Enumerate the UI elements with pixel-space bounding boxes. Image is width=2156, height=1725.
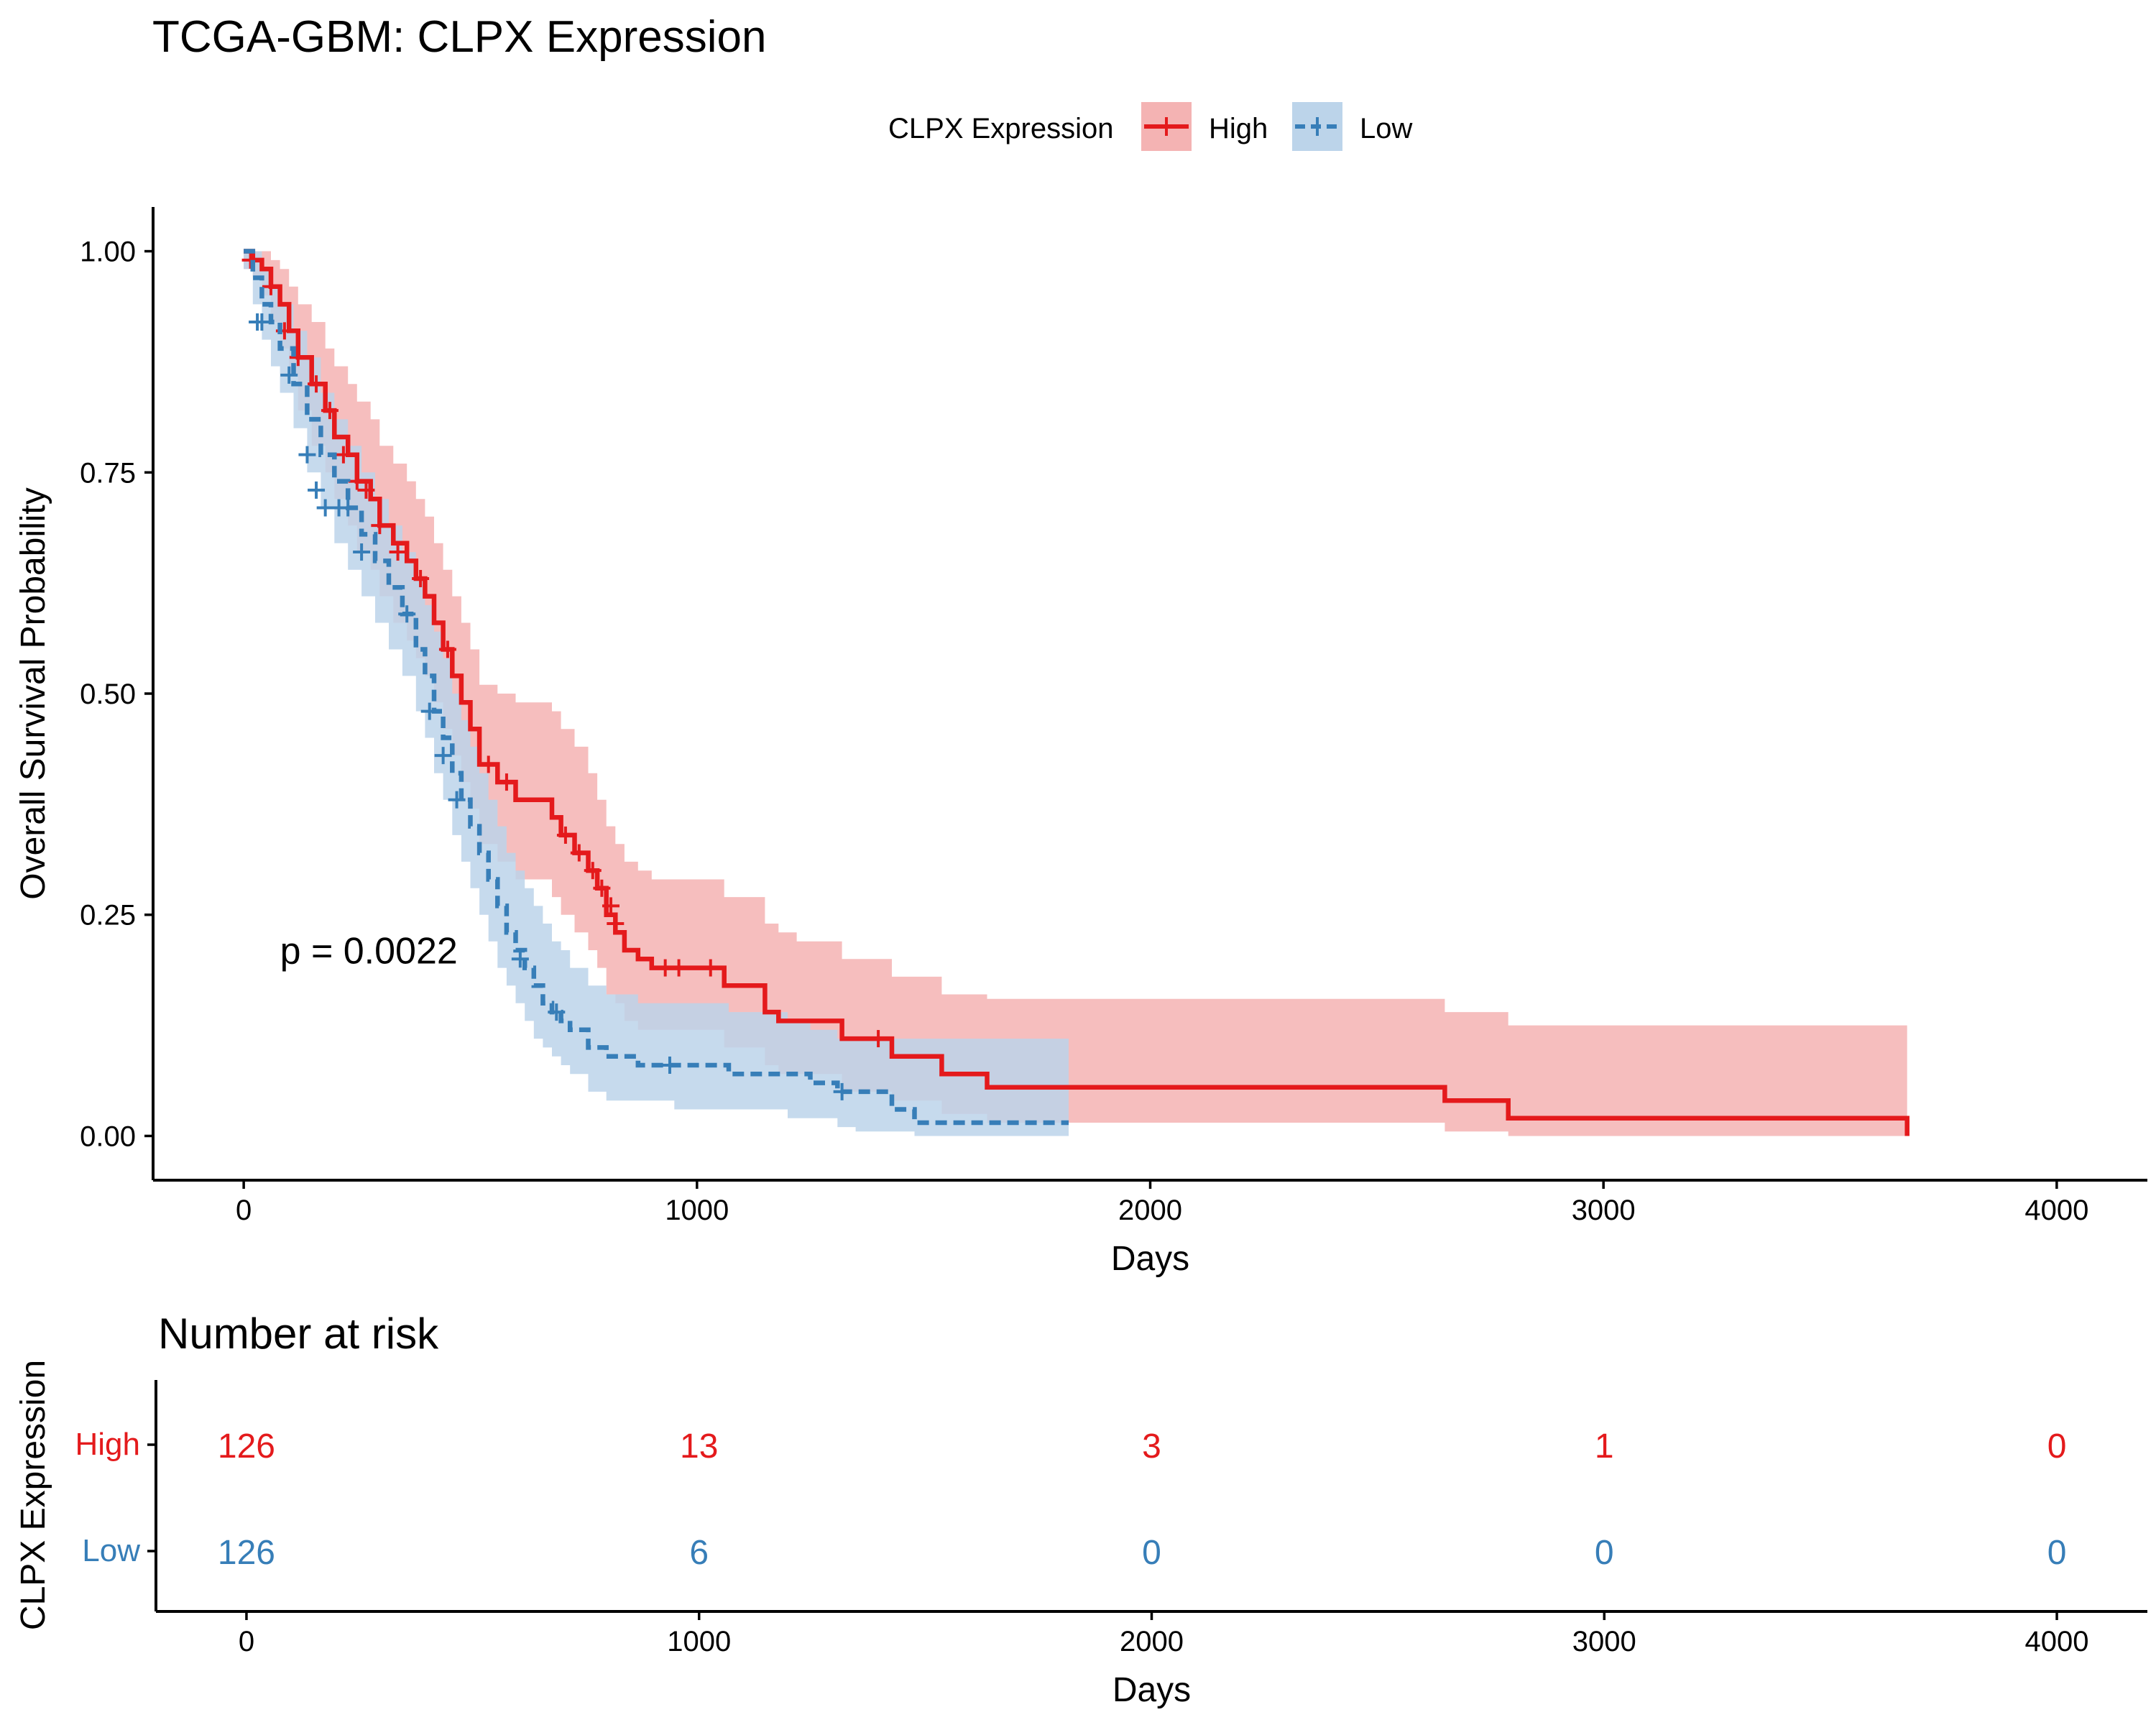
censor-mark-high xyxy=(607,915,625,933)
censor-mark-low xyxy=(253,313,271,331)
legend-title: CLPX Expression xyxy=(888,113,1113,144)
censor-mark-high xyxy=(348,472,366,490)
risk-y-axis-label: CLPX Expression xyxy=(14,1360,52,1630)
x-tick-label: 1000 xyxy=(665,1195,729,1226)
censor-mark-high xyxy=(289,349,307,367)
censor-mark-low xyxy=(298,446,316,464)
risk-row-label-low: Low xyxy=(82,1533,140,1568)
censor-mark-low xyxy=(548,1003,566,1021)
survival-curve-low xyxy=(244,249,1069,1126)
censor-mark-low xyxy=(833,1082,851,1100)
legend: CLPX Expression High Low xyxy=(888,102,1412,151)
censor-mark-high xyxy=(670,959,688,977)
censor-mark-low xyxy=(420,702,438,720)
survival-plot: 0.00 0.25 0.50 0.75 1.00 0 1000 2000 3000 4000 Day… xyxy=(14,207,2147,1278)
x-tick-label: 3000 xyxy=(1572,1195,1636,1226)
censor-mark-low xyxy=(660,1056,678,1074)
risk-count-high: 13 xyxy=(680,1427,718,1466)
y-tick-label: 0.50 xyxy=(80,678,136,710)
censor-mark-high xyxy=(438,640,456,658)
risk-row-label-high: High xyxy=(75,1427,141,1462)
risk-count-low: 126 xyxy=(218,1534,275,1572)
risk-count-high: 1 xyxy=(1595,1427,1614,1466)
risk-table-title: Number at risk xyxy=(158,1310,439,1358)
censor-mark-high xyxy=(602,897,619,915)
censor-mark-high xyxy=(321,402,338,420)
legend-item-high: High xyxy=(1141,102,1268,151)
censor-mark-high xyxy=(593,879,611,897)
censor-mark-low xyxy=(398,605,416,623)
y-tick-label: 0.00 xyxy=(80,1121,136,1152)
censor-mark-high xyxy=(570,844,588,862)
censor-mark-low xyxy=(434,747,452,765)
y-tick-label: 0.75 xyxy=(80,457,136,489)
p-value-annotation: p = 0.0022 xyxy=(280,930,458,972)
survival-curve-high xyxy=(244,249,1909,1136)
censor-mark-high xyxy=(357,481,375,499)
risk-count-low: 0 xyxy=(1142,1534,1161,1572)
censor-mark-high xyxy=(556,826,574,844)
y-tick-label: 1.00 xyxy=(80,236,136,268)
censor-mark-high xyxy=(412,569,430,587)
censor-mark-low xyxy=(448,791,466,809)
risk-x-tick-label: 1000 xyxy=(667,1626,731,1657)
risk-count-low: 0 xyxy=(2047,1534,2067,1572)
censor-mark-high xyxy=(308,375,326,393)
censor-mark-low xyxy=(353,543,371,561)
risk-count-high: 126 xyxy=(218,1427,275,1466)
censor-mark-high xyxy=(479,755,497,773)
x-tick-label: 2000 xyxy=(1118,1195,1182,1226)
chart-title: TCGA-GBM: CLPX Expression xyxy=(152,12,766,62)
risk-count-high: 0 xyxy=(2047,1427,2067,1466)
legend-item-label: Low xyxy=(1360,113,1412,144)
ci-band-high xyxy=(244,251,1907,1136)
risk-x-tick-label: 2000 xyxy=(1120,1626,1184,1657)
censor-mark-low xyxy=(339,499,357,517)
risk-count-high: 3 xyxy=(1142,1427,1161,1466)
risk-count-low: 0 xyxy=(1595,1534,1614,1572)
censor-mark-high xyxy=(701,959,719,977)
legend-item-low: Low xyxy=(1292,102,1412,151)
risk-x-tick-label: 4000 xyxy=(2025,1626,2089,1657)
risk-x-tick-label: 3000 xyxy=(1572,1626,1636,1657)
censor-mark-low xyxy=(280,366,298,384)
censor-mark-high xyxy=(334,446,352,464)
censor-mark-high xyxy=(262,277,280,295)
x-tick-label: 0 xyxy=(236,1195,252,1226)
censor-mark-high xyxy=(389,543,407,561)
censor-mark-high xyxy=(497,773,515,791)
censor-mark-high xyxy=(584,862,602,880)
censor-mark-high xyxy=(870,1030,888,1048)
ci-band-low xyxy=(244,251,1069,1136)
risk-table: Number at risk High 126 13 3 1 0 Low 126 6 0 0 0 0 100… xyxy=(14,1310,2147,1709)
censor-mark-low xyxy=(511,950,529,968)
legend-item-label: High xyxy=(1209,113,1268,144)
x-axis-label: Days xyxy=(1111,1240,1189,1278)
risk-x-axis-label: Days xyxy=(1112,1671,1191,1709)
risk-x-tick-label: 0 xyxy=(239,1626,254,1657)
y-tick-label: 0.25 xyxy=(80,900,136,932)
x-tick-label: 4000 xyxy=(2024,1195,2088,1226)
censor-mark-low xyxy=(308,481,326,499)
censor-mark-high xyxy=(371,517,389,535)
y-axis-label: Overall Survival Probability xyxy=(14,487,52,900)
risk-count-low: 6 xyxy=(689,1534,709,1572)
